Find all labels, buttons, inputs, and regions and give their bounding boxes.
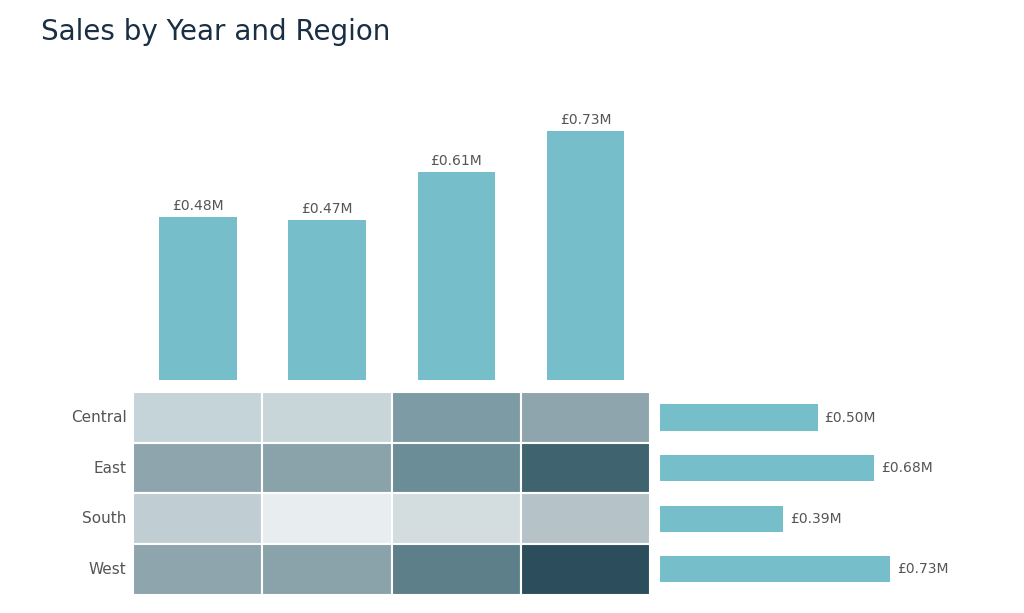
Text: Central: Central xyxy=(71,410,127,425)
FancyBboxPatch shape xyxy=(262,544,391,595)
FancyBboxPatch shape xyxy=(262,443,391,493)
Text: £0.61M: £0.61M xyxy=(430,154,482,168)
Text: West: West xyxy=(89,562,127,577)
Text: 2017: 2017 xyxy=(566,397,605,412)
FancyBboxPatch shape xyxy=(133,443,262,493)
FancyBboxPatch shape xyxy=(391,493,521,544)
Bar xyxy=(660,506,783,532)
Text: Sales by Year and Region: Sales by Year and Region xyxy=(41,18,390,47)
Text: £0.50M: £0.50M xyxy=(824,411,877,425)
Text: £0.73M: £0.73M xyxy=(560,113,611,128)
FancyBboxPatch shape xyxy=(521,544,650,595)
Text: East: East xyxy=(93,461,127,476)
FancyBboxPatch shape xyxy=(521,392,650,443)
FancyBboxPatch shape xyxy=(262,392,391,443)
Bar xyxy=(660,556,890,582)
Text: £0.48M: £0.48M xyxy=(172,199,223,213)
Text: £0.47M: £0.47M xyxy=(301,202,353,216)
Text: £0.73M: £0.73M xyxy=(897,562,948,576)
FancyBboxPatch shape xyxy=(521,443,650,493)
Text: £0.68M: £0.68M xyxy=(882,461,933,475)
FancyBboxPatch shape xyxy=(521,493,650,544)
Text: South: South xyxy=(82,511,127,526)
Text: 2014: 2014 xyxy=(178,397,217,412)
Bar xyxy=(547,131,625,380)
FancyBboxPatch shape xyxy=(391,392,521,443)
Bar xyxy=(418,172,496,380)
FancyBboxPatch shape xyxy=(391,443,521,493)
FancyBboxPatch shape xyxy=(133,544,262,595)
FancyBboxPatch shape xyxy=(133,493,262,544)
Bar xyxy=(289,220,366,380)
Bar xyxy=(660,455,874,481)
FancyBboxPatch shape xyxy=(262,493,391,544)
Text: 2016: 2016 xyxy=(437,397,475,412)
Text: £0.39M: £0.39M xyxy=(790,512,842,526)
FancyBboxPatch shape xyxy=(133,392,262,443)
FancyBboxPatch shape xyxy=(391,544,521,595)
Bar xyxy=(159,216,237,380)
Bar xyxy=(660,405,818,431)
Text: 2015: 2015 xyxy=(308,397,346,412)
